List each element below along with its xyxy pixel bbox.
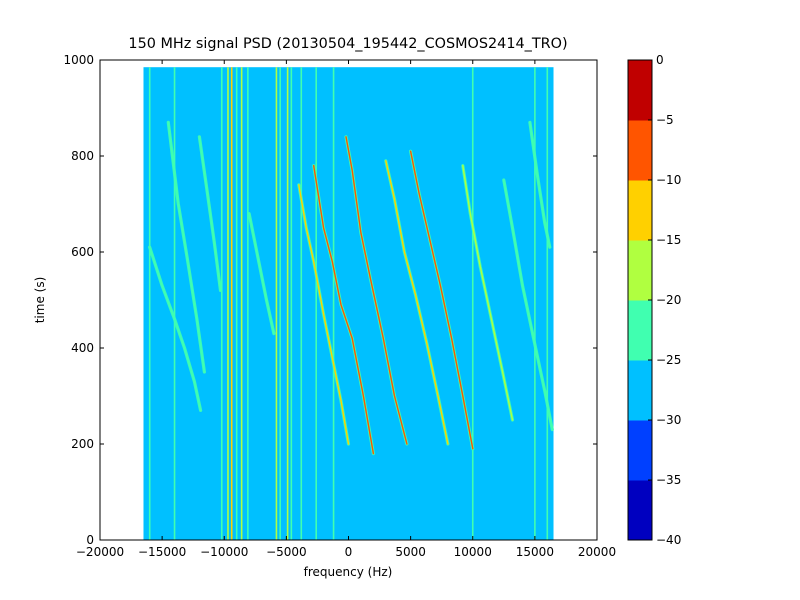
doppler-trace-7 bbox=[345, 136, 408, 445]
colorbar-tick-label: −30 bbox=[656, 413, 681, 427]
doppler-trace-6 bbox=[313, 164, 375, 455]
colorbar-tick-label: −15 bbox=[656, 233, 681, 247]
colorbar-segment bbox=[628, 420, 652, 481]
colorbar-segment bbox=[628, 60, 652, 121]
y-axis-ticks: 0 200 400 600 800 1000 bbox=[63, 53, 597, 547]
x-tick-label: 5000 bbox=[395, 545, 426, 559]
colorbar-tick-label: −5 bbox=[656, 113, 674, 127]
x-axis-label: frequency (Hz) bbox=[304, 565, 393, 579]
x-tick-label: −20000 bbox=[76, 545, 124, 559]
doppler-trace-2 bbox=[167, 121, 206, 373]
colorbar-segment bbox=[628, 240, 652, 301]
doppler-trace-4 bbox=[248, 212, 275, 335]
x-tick-label: 0 bbox=[345, 545, 353, 559]
y-tick-label: 200 bbox=[71, 437, 94, 451]
x-tick-label: −5000 bbox=[266, 545, 307, 559]
doppler-trace-9 bbox=[409, 150, 474, 450]
colorbar-segment bbox=[628, 480, 652, 541]
y-tick-label: 1000 bbox=[63, 53, 94, 67]
y-tick-label: 0 bbox=[86, 533, 94, 547]
y-axis-label: time (s) bbox=[33, 277, 47, 324]
heatmap-background bbox=[143, 67, 554, 540]
colorbar-tick-label: −40 bbox=[656, 533, 681, 547]
x-tick-label: −15000 bbox=[138, 545, 186, 559]
heatmap-plot-area bbox=[99, 59, 598, 541]
colorbar: −40 −35 −30 −25 −20 −15 −10 −5 0 bbox=[627, 53, 681, 547]
x-tick-label: 20000 bbox=[578, 545, 616, 559]
doppler-trace-8 bbox=[385, 160, 449, 445]
colorbar-segment bbox=[628, 300, 652, 361]
y-tick-label: 600 bbox=[71, 245, 94, 259]
x-tick-label: 10000 bbox=[454, 545, 492, 559]
colorbar-segment bbox=[628, 120, 652, 181]
doppler-trace-1 bbox=[148, 246, 202, 412]
x-axis-ticks: −20000 −15000 −10000 −5000 0 5000 10000 15000 20… bbox=[76, 60, 616, 559]
x-tick-label: −10000 bbox=[200, 545, 248, 559]
colorbar-tick-label: 0 bbox=[656, 53, 664, 67]
y-tick-label: 800 bbox=[71, 149, 94, 163]
x-tick-label: 15000 bbox=[516, 545, 554, 559]
colorbar-tick-label: −25 bbox=[656, 353, 681, 367]
doppler-trace-3 bbox=[198, 136, 222, 292]
doppler-trace-11 bbox=[503, 179, 553, 431]
chart-title: 150 MHz signal PSD (20130504_195442_COSM… bbox=[128, 36, 567, 52]
colorbar-segment bbox=[628, 180, 652, 241]
doppler-trace-10 bbox=[462, 164, 514, 421]
colorbar-tick-label: −35 bbox=[656, 473, 681, 487]
doppler-trace-12 bbox=[529, 121, 551, 248]
y-tick-label: 400 bbox=[71, 341, 94, 355]
colorbar-tick-label: −20 bbox=[656, 293, 681, 307]
colorbar-segment bbox=[628, 360, 652, 421]
colorbar-tick-label: −10 bbox=[656, 173, 681, 187]
doppler-trace-5 bbox=[298, 184, 350, 445]
